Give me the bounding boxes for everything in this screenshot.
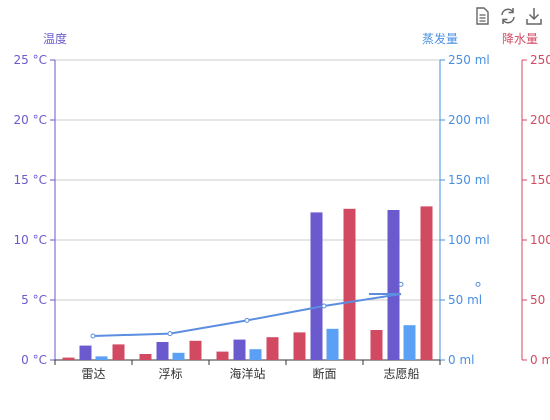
temperature-tick-label: 0 °C [21, 353, 47, 367]
save-as-image-icon [526, 8, 542, 25]
bar [293, 332, 306, 360]
line-point [475, 281, 481, 287]
line-point [90, 333, 96, 339]
category-label: 海洋站 [229, 366, 265, 381]
evaporation-tick-label: 250 ml [448, 53, 490, 67]
bar [62, 357, 75, 360]
evaporation-tick-label: 150 ml [448, 173, 490, 187]
bar [370, 330, 383, 360]
bar [326, 328, 339, 360]
rainfall-tick-label: 250 [530, 53, 550, 67]
line-point [321, 303, 327, 309]
data-view-button[interactable] [472, 6, 492, 26]
rainfall-tick-label: 50 ml [530, 293, 550, 307]
restore-icon [501, 8, 515, 24]
temperature-tick-label: 10 °C [14, 233, 47, 247]
rainfall-axis-title: 降水量 [502, 32, 538, 46]
line-point [167, 331, 173, 337]
category-label: 断面 [312, 366, 336, 381]
evaporation-tick-label: 50 ml [448, 293, 482, 307]
category-label: 浮标 [158, 367, 182, 381]
evaporation-tick-label: 100 ml [448, 233, 490, 247]
bar [343, 208, 356, 360]
rainfall-tick-label: 100 ml [530, 233, 550, 247]
chart-toolbox [472, 6, 544, 26]
temperature-tick-label: 15 °C [14, 173, 47, 187]
line-point [398, 281, 404, 287]
bar [387, 210, 400, 360]
bar [249, 349, 262, 360]
bar [139, 354, 152, 360]
temperature-axis-title: 温度 [43, 31, 67, 46]
line-series [92, 293, 402, 337]
evaporation-tick-label: 200 ml [448, 113, 490, 127]
bar [189, 340, 202, 360]
bar [112, 344, 125, 360]
category-label: 志愿船 [383, 367, 419, 381]
temperature-tick-label: 20 °C [14, 113, 47, 127]
bar [403, 325, 416, 360]
bar [95, 356, 108, 360]
bar [420, 206, 433, 360]
temperature-tick-label: 5 °C [21, 293, 47, 307]
restore-button[interactable] [498, 6, 518, 26]
bar [216, 351, 229, 360]
bar [266, 337, 279, 360]
evaporation-tick-label: 0 ml [448, 353, 474, 367]
bar [79, 345, 92, 360]
evaporation-axis-title: 蒸发量 [422, 31, 458, 46]
rainfall-tick-label: 0 ml [530, 353, 550, 367]
bar [156, 342, 169, 360]
data-view-icon [476, 7, 489, 25]
rainfall-tick-label: 200 ml [530, 113, 550, 127]
temperature-tick-label: 25 °C [14, 53, 47, 67]
bar [310, 212, 323, 360]
save-as-image-button[interactable] [524, 6, 544, 26]
bar [172, 352, 185, 360]
rainfall-tick-label: 150 ml [530, 173, 550, 187]
line-point [244, 317, 250, 323]
category-label: 雷达 [81, 367, 105, 381]
bar [233, 339, 246, 360]
